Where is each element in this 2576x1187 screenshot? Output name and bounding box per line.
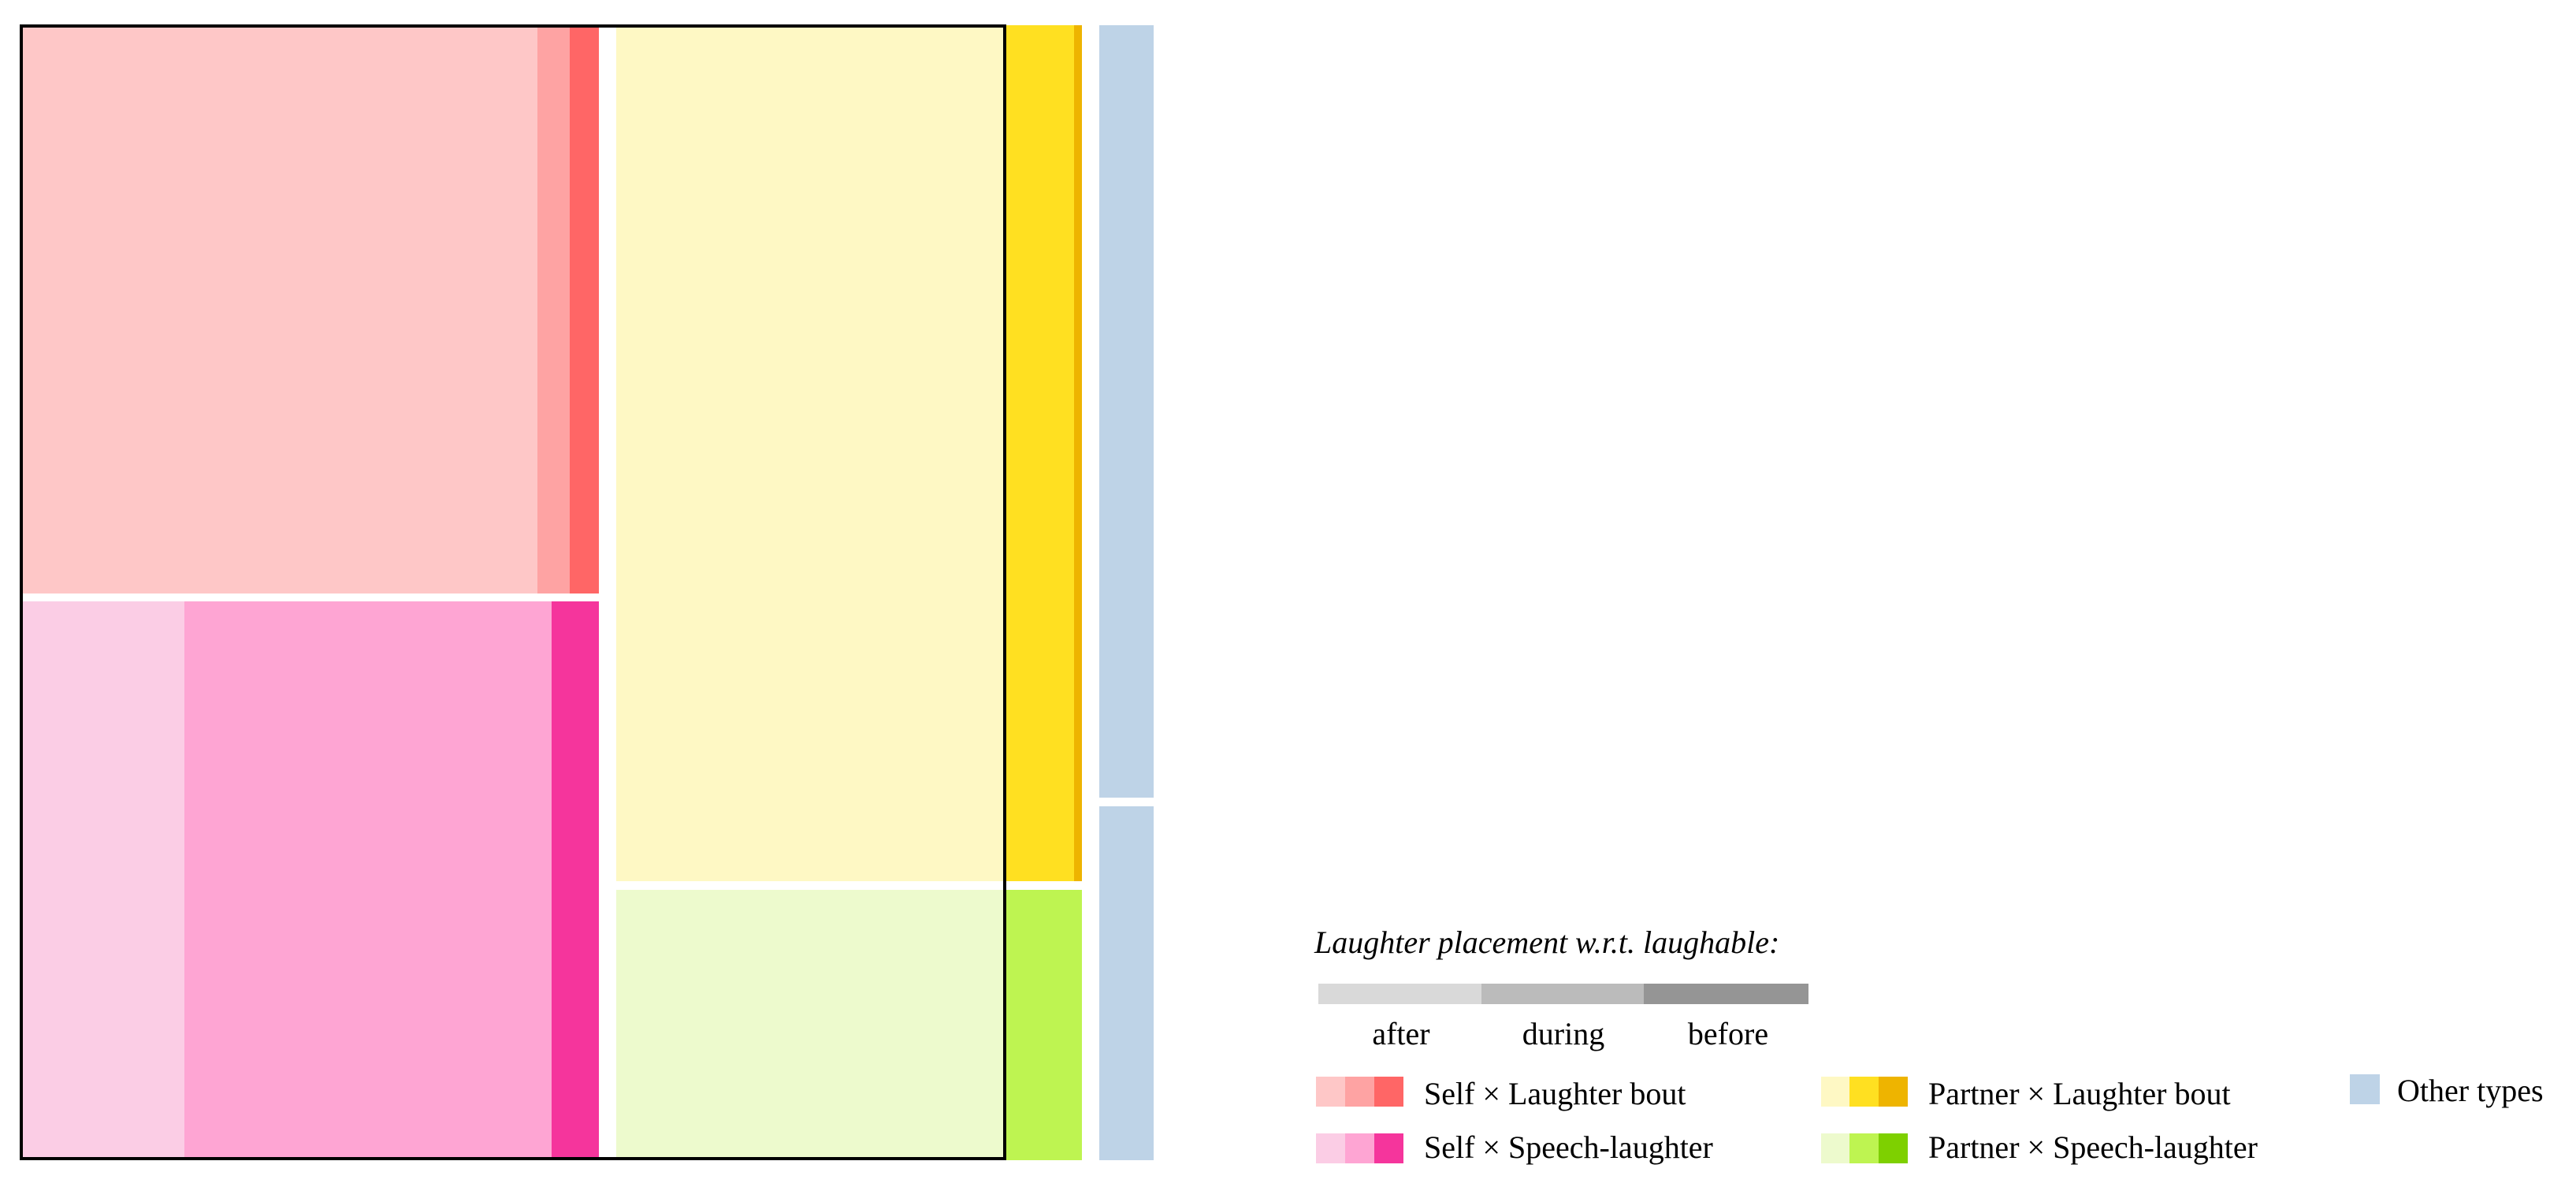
swatch-partner-bout-during bbox=[1849, 1077, 1879, 1107]
scale-label-before: before bbox=[1687, 1016, 1769, 1051]
scale-after-swatch bbox=[1318, 984, 1481, 1004]
swatch-partner-bout-after bbox=[1821, 1077, 1850, 1107]
swatch-other-types bbox=[2350, 1074, 2380, 1104]
partner-speech-after bbox=[616, 890, 1003, 1157]
scale-before-swatch bbox=[1644, 984, 1808, 1004]
legend-label-self-speech: Self × Speech-laughter bbox=[1424, 1129, 1713, 1165]
legend-placement-title: Laughter placement w.r.t. laughable: bbox=[1314, 925, 1780, 960]
legend-label-partner-bout: Partner × Laughter bout bbox=[1928, 1076, 2231, 1111]
partner-bout-after bbox=[616, 28, 1003, 881]
self-bout-after bbox=[23, 28, 537, 594]
self-bout-during bbox=[537, 28, 570, 594]
swatch-self-speech-after bbox=[1316, 1133, 1345, 1163]
swatch-partner-speech-after bbox=[1821, 1133, 1850, 1163]
swatch-partner-speech-during bbox=[1849, 1133, 1879, 1163]
scale-label-after: after bbox=[1372, 1016, 1430, 1051]
partner-bout-during bbox=[1006, 25, 1074, 881]
swatch-partner-speech-before bbox=[1879, 1133, 1908, 1163]
legend-label-other: Other types bbox=[2397, 1073, 2544, 1108]
self-bout-before bbox=[570, 28, 599, 594]
swatch-self-bout-before bbox=[1374, 1077, 1403, 1107]
legend-label-partner-speech: Partner × Speech-laughter bbox=[1928, 1129, 2258, 1165]
swatch-self-speech-during bbox=[1345, 1133, 1374, 1163]
partner-bout-before bbox=[1074, 25, 1082, 881]
self-speech-after bbox=[23, 601, 184, 1160]
swatch-partner-bout-before bbox=[1879, 1077, 1908, 1107]
other-types-lower bbox=[1099, 806, 1154, 1160]
scale-during-swatch bbox=[1481, 984, 1644, 1004]
self-speech-during bbox=[184, 601, 552, 1160]
swatch-self-bout-after bbox=[1316, 1077, 1345, 1107]
other-types-upper bbox=[1099, 25, 1154, 798]
self-speech-before bbox=[552, 601, 599, 1160]
legend-label-self-bout: Self × Laughter bout bbox=[1424, 1076, 1686, 1111]
partner-speech-during bbox=[1006, 890, 1082, 1160]
swatch-self-bout-during bbox=[1345, 1077, 1374, 1107]
scale-label-during: during bbox=[1522, 1016, 1605, 1051]
swatch-self-speech-before bbox=[1374, 1133, 1403, 1163]
